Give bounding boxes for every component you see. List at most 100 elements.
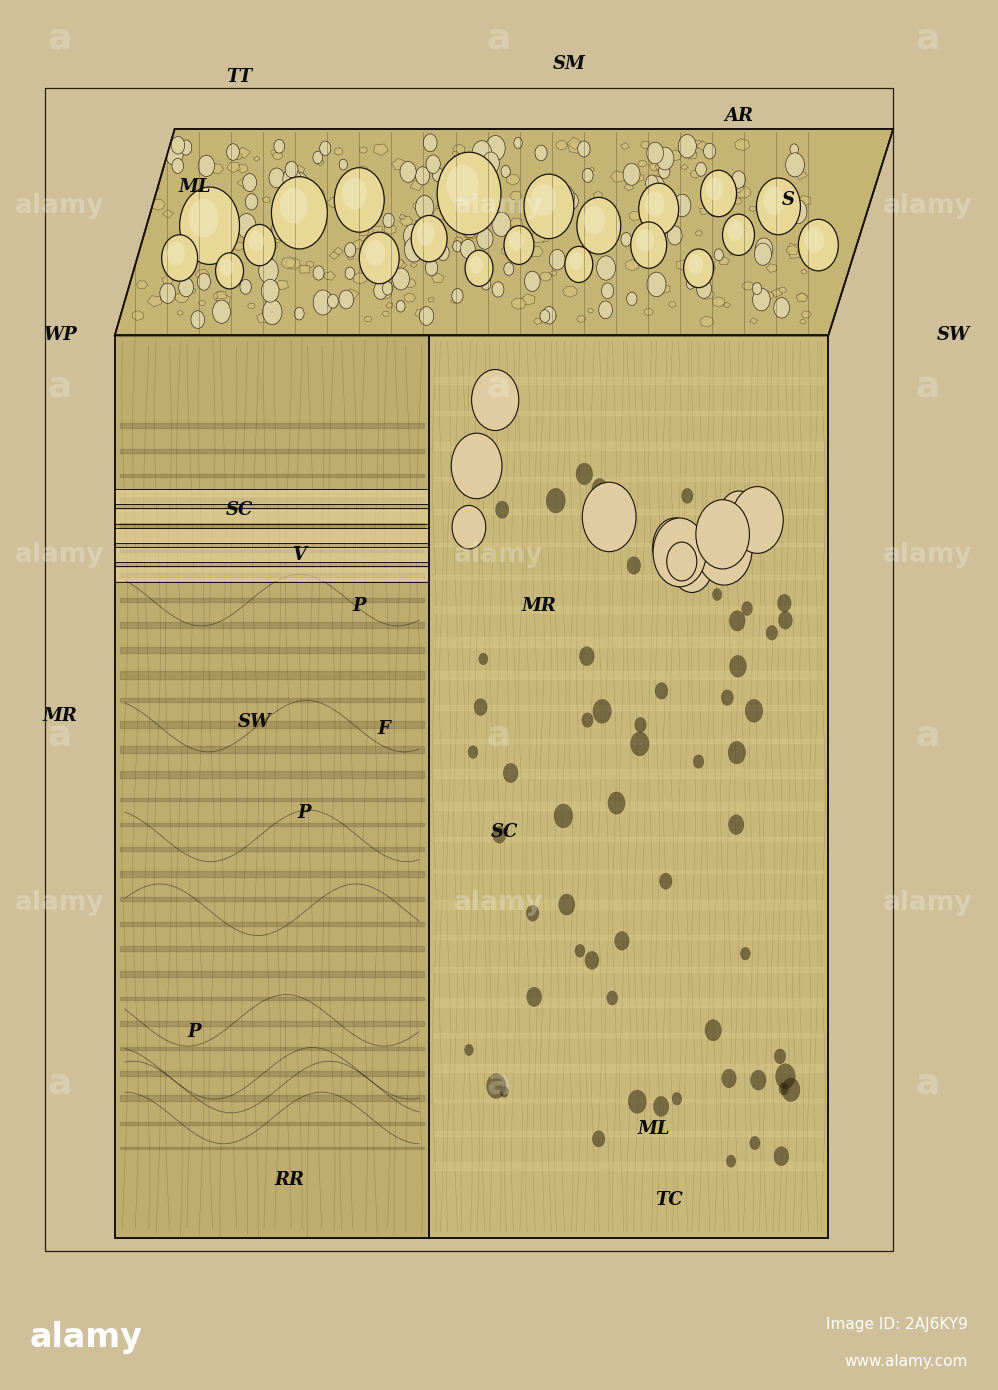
Polygon shape — [626, 260, 639, 271]
Polygon shape — [256, 313, 271, 322]
Circle shape — [508, 232, 523, 250]
Polygon shape — [384, 224, 396, 235]
Circle shape — [415, 196, 434, 220]
Circle shape — [635, 717, 647, 733]
Text: a: a — [916, 719, 940, 752]
Circle shape — [249, 231, 264, 252]
Text: alamy: alamy — [883, 193, 973, 220]
Circle shape — [542, 307, 556, 324]
Text: MR: MR — [43, 708, 77, 726]
Polygon shape — [651, 228, 666, 240]
Circle shape — [514, 138, 522, 149]
Polygon shape — [771, 289, 782, 297]
Circle shape — [477, 228, 493, 249]
Circle shape — [730, 656, 747, 677]
Polygon shape — [534, 318, 542, 324]
Circle shape — [487, 1073, 506, 1098]
Circle shape — [416, 222, 434, 246]
Circle shape — [741, 948, 750, 960]
Circle shape — [593, 699, 612, 723]
Circle shape — [285, 161, 298, 178]
Polygon shape — [634, 174, 644, 182]
Circle shape — [493, 827, 506, 844]
Polygon shape — [393, 259, 404, 267]
Polygon shape — [132, 310, 144, 321]
Circle shape — [392, 268, 409, 291]
Polygon shape — [668, 150, 682, 161]
Polygon shape — [211, 164, 224, 174]
Polygon shape — [734, 199, 743, 204]
Polygon shape — [196, 270, 210, 279]
Polygon shape — [285, 259, 300, 270]
Polygon shape — [386, 303, 393, 309]
Circle shape — [631, 733, 649, 756]
Circle shape — [447, 164, 479, 206]
Circle shape — [501, 165, 510, 178]
Circle shape — [273, 139, 284, 153]
Circle shape — [452, 289, 463, 303]
Polygon shape — [536, 150, 546, 157]
Circle shape — [246, 193, 257, 210]
Circle shape — [297, 179, 314, 202]
Text: MR: MR — [522, 598, 556, 616]
Polygon shape — [502, 246, 514, 256]
Text: Image ID: 2AJ6KY9: Image ID: 2AJ6KY9 — [826, 1318, 968, 1333]
Polygon shape — [705, 260, 715, 268]
Polygon shape — [658, 204, 669, 213]
Text: a: a — [916, 1066, 940, 1101]
Circle shape — [419, 307, 434, 325]
Circle shape — [653, 518, 707, 587]
Circle shape — [584, 206, 606, 235]
Polygon shape — [478, 229, 489, 238]
Circle shape — [339, 160, 347, 170]
Text: S: S — [781, 190, 795, 208]
Polygon shape — [787, 243, 799, 253]
Polygon shape — [705, 264, 716, 272]
Circle shape — [465, 1044, 473, 1055]
Circle shape — [365, 240, 385, 265]
Polygon shape — [333, 247, 343, 256]
Polygon shape — [279, 200, 287, 207]
Circle shape — [742, 602, 752, 616]
Polygon shape — [292, 167, 298, 171]
Circle shape — [535, 145, 547, 161]
Polygon shape — [359, 229, 368, 236]
Circle shape — [785, 153, 804, 177]
Polygon shape — [531, 232, 547, 242]
Polygon shape — [510, 192, 522, 200]
Circle shape — [260, 231, 271, 246]
Circle shape — [752, 288, 770, 311]
Circle shape — [773, 297, 789, 318]
Polygon shape — [551, 271, 557, 275]
Polygon shape — [521, 293, 535, 304]
Circle shape — [294, 307, 304, 320]
Polygon shape — [453, 145, 465, 154]
Circle shape — [415, 167, 429, 185]
Polygon shape — [234, 153, 243, 160]
Circle shape — [694, 755, 704, 769]
Polygon shape — [237, 147, 250, 158]
Polygon shape — [767, 213, 780, 224]
Circle shape — [472, 370, 519, 431]
Polygon shape — [453, 152, 459, 156]
Circle shape — [732, 171, 746, 188]
Polygon shape — [797, 293, 807, 300]
Polygon shape — [794, 170, 807, 179]
Circle shape — [423, 133, 437, 152]
Circle shape — [531, 183, 557, 215]
Circle shape — [262, 299, 282, 324]
Polygon shape — [428, 297, 434, 302]
Polygon shape — [700, 316, 714, 327]
Circle shape — [271, 177, 327, 249]
Polygon shape — [344, 188, 354, 195]
Circle shape — [500, 1087, 508, 1097]
Text: SW: SW — [238, 713, 271, 731]
Circle shape — [727, 231, 736, 242]
Polygon shape — [763, 292, 773, 300]
Polygon shape — [610, 171, 625, 182]
Text: alamy: alamy — [883, 542, 973, 567]
Circle shape — [659, 164, 670, 178]
Polygon shape — [233, 242, 244, 250]
Circle shape — [778, 612, 792, 630]
Circle shape — [705, 1020, 722, 1041]
